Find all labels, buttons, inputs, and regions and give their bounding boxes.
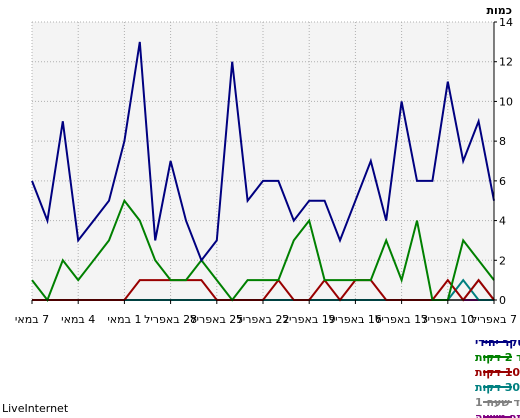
legend-label: מ 2 עד 10 דקות xyxy=(475,366,520,379)
legend-label: עד 2 דקות xyxy=(475,351,520,364)
y-axis-label: כמות xyxy=(487,4,512,17)
x-tick-label: 25 באפריל xyxy=(190,313,243,326)
x-tick-label: 7 באפריל xyxy=(471,313,517,326)
x-tick-label: 28 באפריל xyxy=(144,313,197,326)
brand-label: LiveInternet xyxy=(2,402,69,415)
y-tick-label: 0 xyxy=(499,294,506,307)
series-line-0 xyxy=(31,41,495,263)
x-tick-label: 19 באפריל xyxy=(283,313,336,326)
x-tick-label: 22 באפריל xyxy=(237,313,290,326)
y-tick-labels: 0 2 4 6 8 10 12 14 xyxy=(494,16,513,307)
y-tick-label: 4 xyxy=(499,215,506,228)
series-line-1 xyxy=(31,198,495,303)
y-tick-label: 12 xyxy=(499,56,513,69)
y-tick-label: 10 xyxy=(499,95,513,108)
legend-label: מ 30 דקות עד שעה 1 xyxy=(475,396,520,409)
legend-label: סקר יחידי xyxy=(475,336,520,349)
x-tick-label: 4 במאי xyxy=(61,313,95,326)
legend-label: מ 10 עד 30 דקות xyxy=(475,381,520,394)
x-tick-label: 7 במאי xyxy=(15,313,49,326)
x-tick-label: 10 באפריל xyxy=(421,313,474,326)
x-tick-label: 1 במאי xyxy=(107,313,141,326)
legend-label: יותר משעה xyxy=(475,411,520,418)
y-tick-label: 8 xyxy=(499,135,506,148)
x-tick-label: 13 באפריל xyxy=(375,313,428,326)
x-tick-label: 16 באפריל xyxy=(329,313,382,326)
y-tick-label: 14 xyxy=(499,16,513,29)
y-tick-label: 2 xyxy=(499,254,506,267)
legend: סקר יחידי עד 2 דקות מ 2 עד 10 דקות מ 10 עד … xyxy=(475,336,520,418)
y-tick-label: 6 xyxy=(499,175,506,188)
